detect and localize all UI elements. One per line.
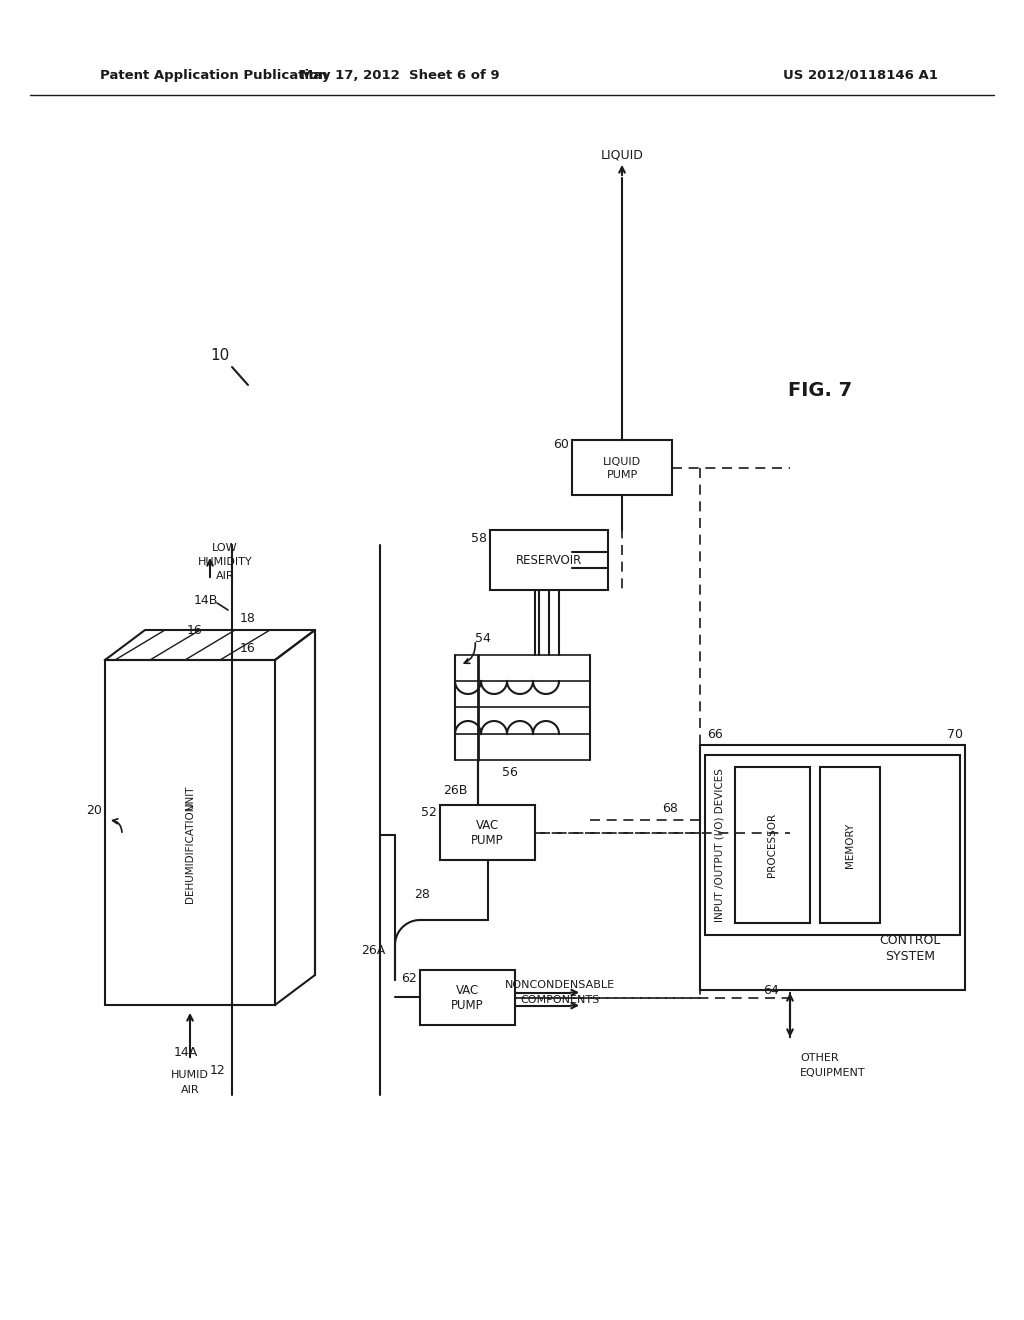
Text: PUMP: PUMP: [471, 834, 504, 847]
Text: 62: 62: [401, 972, 417, 985]
Text: SYSTEM: SYSTEM: [885, 950, 935, 964]
Bar: [440, 805, 535, 861]
Bar: [105, 660, 275, 1005]
Text: 68: 68: [663, 801, 678, 814]
Text: 26B: 26B: [443, 784, 468, 796]
Text: DEHUMIDIFICATION: DEHUMIDIFICATION: [185, 803, 195, 903]
Text: LIQUID: LIQUID: [600, 149, 643, 161]
Text: PUMP: PUMP: [606, 470, 638, 480]
Text: AIR: AIR: [180, 1085, 200, 1096]
Text: 70: 70: [947, 729, 963, 742]
Text: NONCONDENSABLE: NONCONDENSABLE: [505, 979, 615, 990]
Text: US 2012/0118146 A1: US 2012/0118146 A1: [782, 69, 937, 82]
Text: COMPONENTS: COMPONENTS: [520, 995, 600, 1005]
Text: FIG. 7: FIG. 7: [787, 380, 852, 400]
Text: 26A: 26A: [360, 944, 385, 957]
Text: 18: 18: [240, 611, 256, 624]
Text: RESERVOIR: RESERVOIR: [516, 553, 582, 566]
Text: 14B: 14B: [194, 594, 218, 606]
Text: INPUT /OUTPUT (I/O) DEVICES: INPUT /OUTPUT (I/O) DEVICES: [715, 768, 725, 921]
Text: LIQUID: LIQUID: [603, 457, 641, 466]
Text: 12: 12: [210, 1064, 226, 1077]
Bar: [820, 767, 880, 923]
Bar: [490, 531, 608, 590]
Text: 10: 10: [210, 347, 229, 363]
Bar: [700, 744, 965, 990]
Bar: [572, 440, 672, 495]
Bar: [420, 970, 515, 1026]
Text: 16: 16: [187, 623, 203, 636]
Text: UNIT: UNIT: [185, 785, 195, 809]
Text: 58: 58: [471, 532, 487, 544]
Text: HUMIDITY: HUMIDITY: [198, 557, 252, 568]
Text: 66: 66: [708, 729, 723, 742]
Bar: [705, 755, 961, 935]
Text: PROCESSOR: PROCESSOR: [768, 813, 777, 876]
Text: 60: 60: [553, 438, 569, 451]
Text: 28: 28: [414, 888, 430, 902]
Text: VAC: VAC: [476, 818, 499, 832]
Text: May 17, 2012  Sheet 6 of 9: May 17, 2012 Sheet 6 of 9: [300, 69, 500, 82]
Text: OTHER: OTHER: [800, 1053, 839, 1063]
Bar: [735, 767, 810, 923]
Text: CONTROL: CONTROL: [880, 933, 941, 946]
Text: 56: 56: [502, 767, 518, 780]
Text: 16: 16: [240, 642, 256, 655]
Text: 52: 52: [421, 807, 437, 820]
Text: EQUIPMENT: EQUIPMENT: [800, 1068, 865, 1078]
Text: Patent Application Publication: Patent Application Publication: [100, 69, 328, 82]
Text: VAC: VAC: [456, 983, 479, 997]
Text: MEMORY: MEMORY: [845, 822, 855, 867]
Text: PUMP: PUMP: [452, 999, 483, 1012]
Text: HUMID: HUMID: [171, 1071, 209, 1080]
Text: 14A: 14A: [174, 1045, 198, 1059]
Text: 64: 64: [763, 983, 779, 997]
Text: 20: 20: [86, 804, 102, 817]
Text: LOW: LOW: [212, 543, 238, 553]
Text: 54: 54: [475, 631, 490, 644]
Text: AIR: AIR: [216, 572, 234, 581]
